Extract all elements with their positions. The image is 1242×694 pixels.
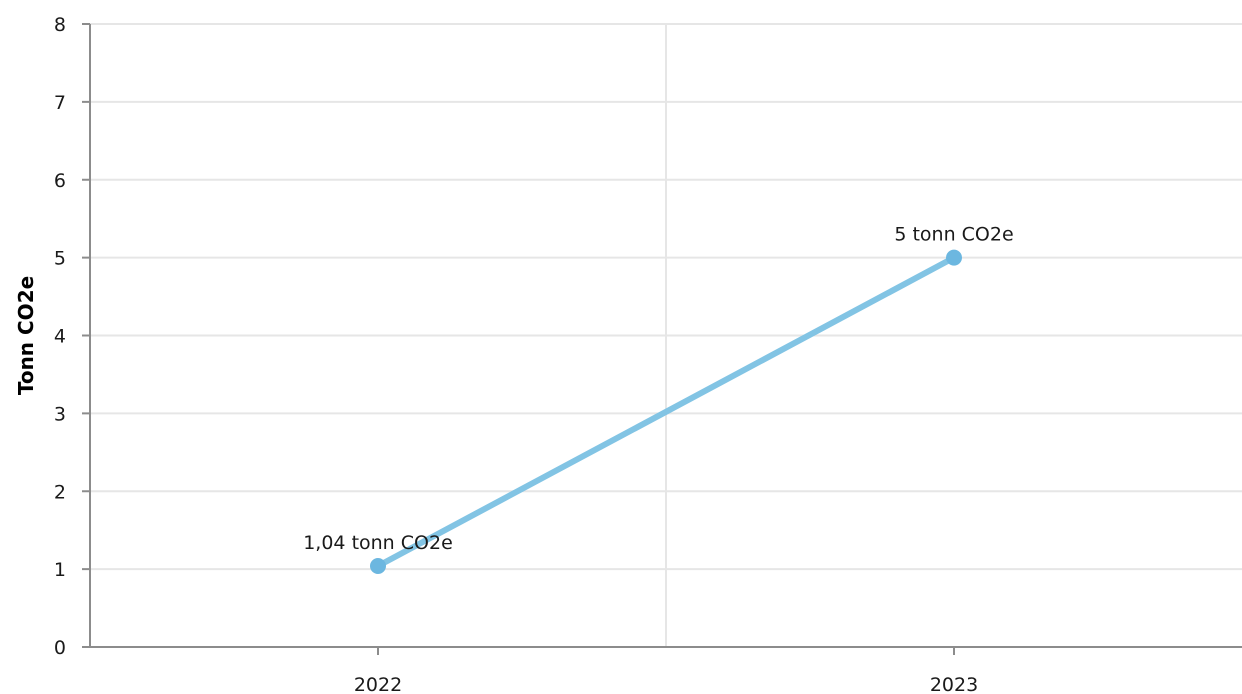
data-labels: 1,04 tonn CO2e 5 tonn CO2e <box>303 224 1013 554</box>
axes <box>82 23 1242 655</box>
data-label: 5 tonn CO2e <box>894 224 1013 246</box>
y-axis-title: Tonn CO2e <box>14 276 38 395</box>
y-tick-label: 2 <box>54 481 66 503</box>
y-tick-label: 5 <box>54 248 66 270</box>
y-tick-label: 0 <box>54 637 66 659</box>
tick-labels: 0 1 2 3 4 5 6 7 8 2022 2023 <box>54 14 978 694</box>
y-tick-label: 3 <box>54 403 66 425</box>
y-tick-label: 1 <box>54 559 66 581</box>
y-tick-label: 8 <box>54 14 66 36</box>
x-tick-label: 2023 <box>930 674 978 694</box>
series-line <box>375 254 957 570</box>
data-label: 1,04 tonn CO2e <box>303 532 453 554</box>
y-tick-label: 7 <box>54 92 66 114</box>
y-tick-label: 4 <box>54 326 66 348</box>
x-tick-label: 2022 <box>354 674 402 694</box>
y-tick-label: 6 <box>54 170 66 192</box>
grid-lines <box>90 23 1242 647</box>
data-point <box>370 558 386 575</box>
data-point <box>946 249 962 266</box>
series <box>370 249 962 575</box>
